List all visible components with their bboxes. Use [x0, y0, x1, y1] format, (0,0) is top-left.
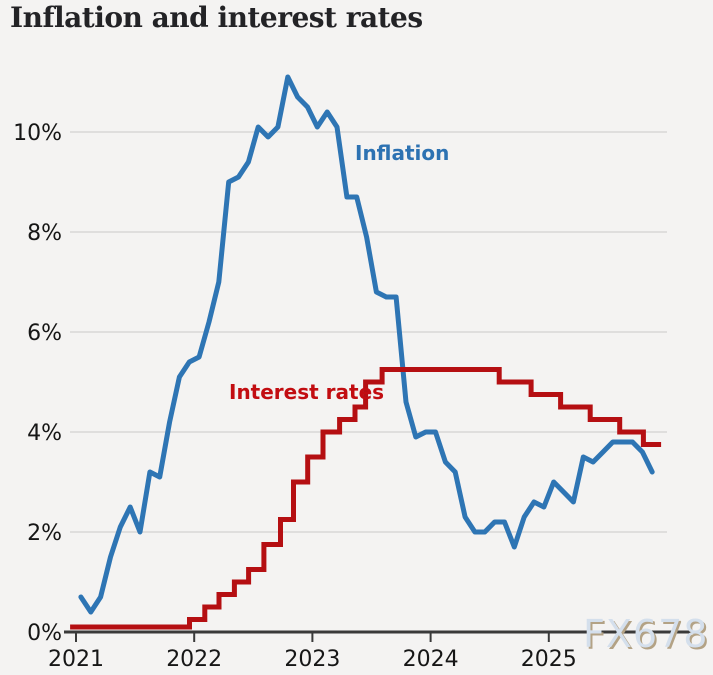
x-tick-label: 2023	[284, 647, 340, 672]
x-tick-label: 2021	[48, 647, 104, 672]
chart-title: Inflation and interest rates	[10, 1, 423, 34]
x-tick-label: 2022	[166, 647, 222, 672]
y-tick-label: 0%	[27, 621, 62, 646]
x-tick-label: 2024	[403, 647, 459, 672]
inflation-line	[78, 74, 655, 615]
series-lines	[70, 74, 662, 630]
y-tick-label: 10%	[13, 121, 62, 146]
y-tick-label: 6%	[27, 321, 62, 346]
y-tick-label: 8%	[27, 221, 62, 246]
series-label-inflation: Inflation	[355, 141, 450, 165]
watermark-fx678: FX678	[583, 612, 709, 656]
x-axis	[64, 630, 694, 642]
tick-labels: 0% 2% 4% 6% 8% 10% 2021 2022 2023 2024 2025	[13, 121, 577, 672]
y-tick-label: 2%	[27, 521, 62, 546]
interest-rates-line	[70, 367, 662, 630]
y-tick-label: 4%	[27, 421, 62, 446]
series-label-interest-rates: Interest rates	[229, 380, 385, 404]
x-tick-label: 2025	[521, 647, 577, 672]
